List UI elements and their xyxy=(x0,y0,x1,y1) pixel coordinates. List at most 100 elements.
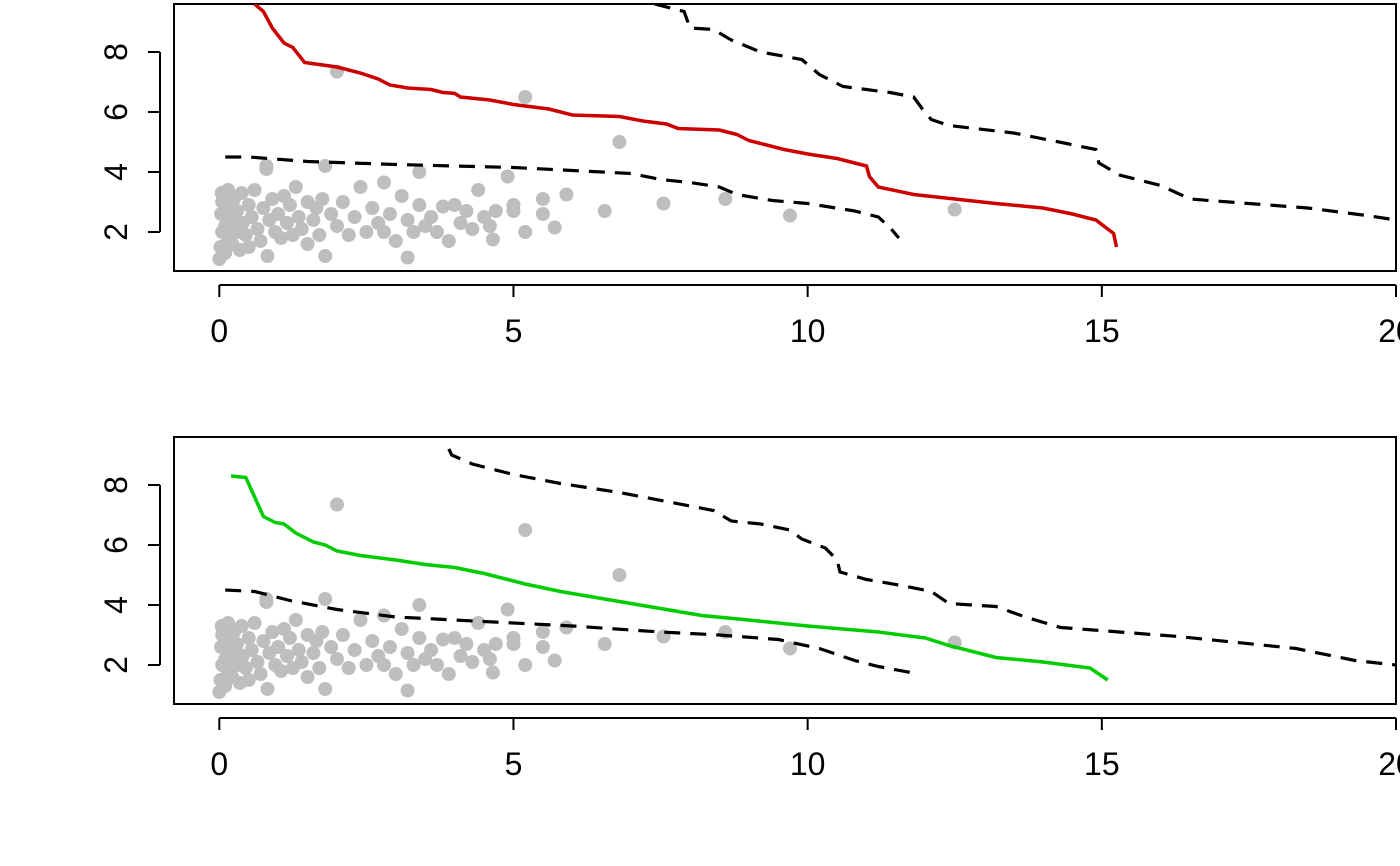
data-point xyxy=(234,619,249,633)
data-point xyxy=(347,210,362,224)
data-point xyxy=(318,682,333,696)
data-point xyxy=(488,637,503,651)
data-point xyxy=(324,640,339,654)
y-tick-label: 2 xyxy=(98,223,134,241)
data-point xyxy=(783,641,797,656)
data-point xyxy=(500,602,515,617)
data-point xyxy=(406,658,421,672)
data-point xyxy=(453,216,468,230)
data-point xyxy=(559,187,574,202)
data-point xyxy=(282,631,297,645)
data-point xyxy=(612,568,627,582)
data-point xyxy=(260,682,275,696)
data-point xyxy=(430,225,444,239)
x-axis: 0 5 10 15 20 xyxy=(210,717,1400,782)
fit-line xyxy=(253,4,1119,248)
data-point xyxy=(318,249,333,263)
data-point xyxy=(500,169,515,184)
data-point xyxy=(518,658,533,672)
data-point xyxy=(253,234,268,248)
data-point xyxy=(465,222,480,236)
data-point xyxy=(388,667,403,681)
data-point xyxy=(234,186,249,200)
data-point xyxy=(518,90,533,104)
data-point xyxy=(400,646,415,660)
data-point xyxy=(335,195,350,209)
x-tick-label: 0 xyxy=(210,313,228,349)
data-point xyxy=(318,159,333,173)
x-tick-label: 10 xyxy=(790,746,826,782)
data-point xyxy=(482,652,497,666)
x-tick-label: 0 xyxy=(210,746,228,782)
data-point xyxy=(377,175,391,190)
data-point xyxy=(247,616,262,630)
data-point xyxy=(424,210,439,224)
data-point xyxy=(506,637,521,651)
data-point xyxy=(330,497,344,512)
data-point xyxy=(377,658,391,672)
data-point xyxy=(288,613,303,627)
data-point xyxy=(282,198,297,212)
x-tick-label: 20 xyxy=(1378,746,1400,782)
data-point xyxy=(294,222,309,236)
data-point xyxy=(597,204,612,218)
data-point xyxy=(335,628,350,642)
data-point xyxy=(506,204,521,218)
data-point xyxy=(471,183,486,197)
data-point xyxy=(291,643,306,657)
data-point xyxy=(365,634,380,648)
x-tick-label: 10 xyxy=(790,313,826,349)
data-point xyxy=(394,189,409,203)
x-tick-label: 5 xyxy=(505,746,523,782)
data-point xyxy=(250,655,265,669)
data-point xyxy=(365,201,380,215)
data-point xyxy=(412,598,427,612)
data-point xyxy=(244,210,259,224)
fit-line xyxy=(230,474,1109,682)
data-point xyxy=(535,640,550,654)
data-point xyxy=(241,198,256,212)
data-point xyxy=(241,631,256,645)
data-point xyxy=(294,655,309,669)
y-tick-label: 8 xyxy=(98,476,134,494)
data-point xyxy=(597,637,612,651)
chart-panel-1: 0 5 10 15 20 2 4 6 8 xyxy=(98,3,1400,349)
data-point xyxy=(291,210,306,224)
data-point xyxy=(471,616,486,630)
y-tick-label: 8 xyxy=(98,43,134,61)
y-tick-label: 2 xyxy=(98,656,134,674)
data-point xyxy=(485,665,500,680)
data-point xyxy=(412,165,427,179)
data-point xyxy=(412,198,427,212)
data-point xyxy=(535,625,550,639)
data-point xyxy=(947,202,962,217)
data-point xyxy=(315,625,330,639)
data-point xyxy=(430,658,444,672)
x-tick-label: 20 xyxy=(1378,313,1400,349)
data-point xyxy=(394,622,409,636)
y-tick-label: 6 xyxy=(98,103,134,121)
data-point xyxy=(406,225,421,239)
plot-area xyxy=(212,448,1396,699)
data-point xyxy=(412,631,427,645)
data-point xyxy=(459,637,474,651)
plot-frame xyxy=(173,436,1397,705)
data-point xyxy=(388,234,403,248)
data-point xyxy=(324,207,339,221)
data-point xyxy=(271,207,286,221)
data-point xyxy=(250,222,265,236)
data-point xyxy=(441,667,456,681)
data-point xyxy=(518,225,533,239)
data-point xyxy=(518,523,533,537)
data-point xyxy=(424,643,439,657)
x-tick-label: 15 xyxy=(1084,746,1120,782)
upper-band-line xyxy=(654,4,1396,222)
data-point xyxy=(347,643,362,657)
data-point xyxy=(341,661,356,675)
data-point xyxy=(280,649,294,663)
data-point xyxy=(312,661,327,675)
data-point xyxy=(288,180,303,194)
data-point xyxy=(247,183,262,197)
x-tick-label: 5 xyxy=(505,313,523,349)
